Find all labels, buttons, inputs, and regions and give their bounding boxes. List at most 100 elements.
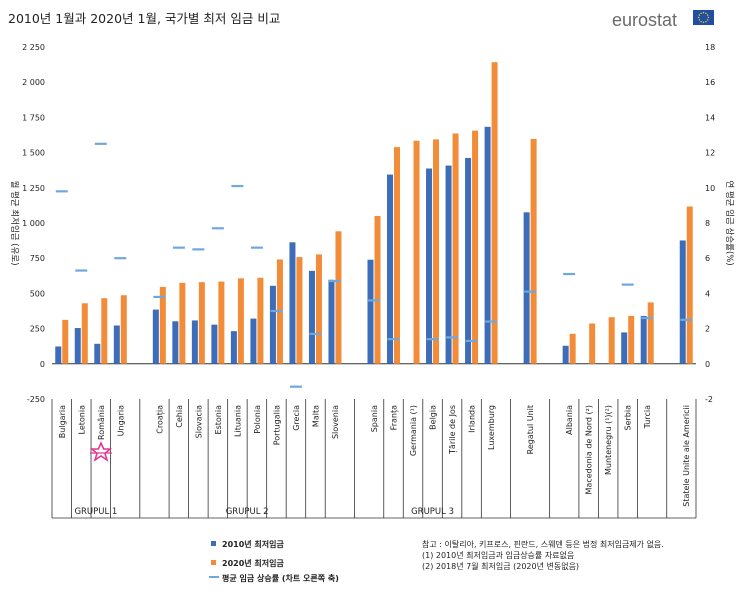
bar-2020-16 bbox=[413, 140, 420, 364]
bar-2020-5 bbox=[179, 282, 186, 364]
bar-2010-27 bbox=[679, 240, 686, 364]
x-tick-label-20: Luxemburg bbox=[487, 405, 496, 450]
legend-label-2010: 2010년 최저임금 bbox=[222, 539, 284, 549]
x-tick-label-17: Belgia bbox=[429, 405, 438, 430]
y-tick-label: 1 500 bbox=[22, 149, 45, 158]
y2-tick-label: 4 bbox=[705, 289, 710, 298]
x-tick-label-25: Serbia bbox=[624, 405, 633, 431]
x-tick-label-21: Regatul Unit bbox=[526, 405, 535, 454]
y2-tick-label: 6 bbox=[705, 254, 710, 263]
x-tick-label-24: Muntenegru (¹)(²) bbox=[604, 405, 613, 475]
note-2: (1) 2010년 최저임금과 임금상승률 자료없음 bbox=[422, 550, 574, 560]
y-tick-label: 2 000 bbox=[22, 78, 45, 87]
bar-2020-12 bbox=[315, 254, 322, 364]
bar-2020-22 bbox=[569, 333, 576, 364]
x-tick-label-27: Statele Unite ale Americii bbox=[682, 405, 691, 507]
group-label-1: GRUPUL 2 bbox=[226, 507, 269, 517]
bar-2010-6 bbox=[191, 320, 198, 364]
flag-star bbox=[706, 14, 709, 16]
x-tick-label-18: Țările de Jos bbox=[448, 405, 458, 455]
group-label-0: GRUPUL 1 bbox=[74, 507, 117, 517]
flag-star bbox=[706, 19, 709, 21]
bar-2010-5 bbox=[172, 321, 179, 364]
y-tick-label: 500 bbox=[30, 289, 45, 298]
bar-2010-2 bbox=[94, 343, 101, 364]
y-tick-label: 1 000 bbox=[22, 219, 45, 228]
bar-2010-1 bbox=[74, 328, 81, 364]
y-tick-label: 750 bbox=[30, 254, 45, 263]
bar-2020-18 bbox=[452, 133, 459, 364]
group-label-2: GRUPUL 3 bbox=[411, 507, 454, 517]
bar-2010-0 bbox=[55, 346, 62, 364]
flag-star bbox=[698, 14, 701, 16]
x-tick-label-15: Franța bbox=[390, 405, 400, 430]
bar-2020-23 bbox=[589, 323, 596, 364]
bar-2020-13 bbox=[335, 231, 342, 364]
y2-tick-label: 16 bbox=[705, 78, 715, 87]
note-1: 참고 : 이탈리아, 키프로스, 핀란드, 스웨덴 등은 법정 최저임금제가 없… bbox=[422, 539, 664, 549]
x-tick-label-0: Bulgaria bbox=[58, 405, 67, 438]
y-tick-label: 1 750 bbox=[22, 113, 45, 122]
bar-2010-14 bbox=[367, 259, 374, 364]
bar-2010-22 bbox=[562, 345, 569, 364]
y-tick-label: 1 250 bbox=[22, 184, 45, 193]
x-tick-label-4: Croația bbox=[155, 405, 165, 434]
bar-2020-4 bbox=[159, 286, 166, 364]
bar-2020-3 bbox=[120, 295, 127, 364]
legend-label-growth: 평균 임금 상승률 (차트 오른쪽 축) bbox=[222, 573, 339, 583]
eu-flag-icon bbox=[693, 10, 714, 25]
bar-2020-21 bbox=[530, 138, 537, 364]
x-tick-label-23: Macedonia de Nord (²) bbox=[585, 405, 594, 494]
bar-2010-18 bbox=[445, 165, 452, 364]
bar-2010-26 bbox=[640, 315, 647, 364]
bar-2020-27 bbox=[686, 206, 693, 364]
y2-tick-label: 8 bbox=[705, 219, 710, 228]
bar-2020-20 bbox=[491, 62, 498, 364]
y-tick-label: 2 250 bbox=[22, 43, 45, 52]
y-axis-label: 월 평균 최저임금 (유로) bbox=[9, 180, 20, 265]
legend-swatch-2020 bbox=[211, 560, 216, 565]
bar-2010-9 bbox=[250, 318, 257, 364]
flag-star bbox=[698, 16, 700, 19]
x-tick-label-6: Slovacia bbox=[194, 405, 203, 438]
bar-2020-8 bbox=[237, 278, 244, 364]
flag-star bbox=[698, 19, 701, 21]
chart-title: 2010년 1월과 2020년 1월, 국가별 최저 임금 비교 bbox=[8, 11, 280, 26]
bar-2020-9 bbox=[257, 277, 264, 364]
legend-label-2020: 2020년 최저임금 bbox=[222, 558, 284, 568]
y2-tick-label: 0 bbox=[705, 360, 710, 369]
bar-2020-0 bbox=[62, 319, 69, 364]
bar-2010-13 bbox=[328, 279, 335, 364]
bar-2020-1 bbox=[81, 303, 88, 364]
bar-2010-20 bbox=[484, 126, 491, 364]
bar-2020-19 bbox=[472, 130, 479, 364]
legend-swatch-2010 bbox=[211, 541, 216, 546]
bar-2020-26 bbox=[647, 302, 654, 364]
bar-2010-10 bbox=[269, 285, 276, 364]
legend: 2010년 최저임금 2020년 최저임금 평균 임금 상승률 (차트 오른쪽 … bbox=[209, 539, 339, 583]
y2-tick-label: 2 bbox=[705, 325, 710, 334]
bar-2010-8 bbox=[230, 331, 237, 364]
y-tick-label: 250 bbox=[30, 325, 45, 334]
bar-2010-25 bbox=[621, 332, 628, 364]
flag-star bbox=[700, 20, 702, 23]
flag-star bbox=[702, 21, 705, 23]
bar-2020-17 bbox=[433, 139, 440, 364]
notes: 참고 : 이탈리아, 키프로스, 핀란드, 스웨덴 등은 법정 최저임금제가 없… bbox=[422, 539, 664, 571]
bar-2010-19 bbox=[465, 157, 472, 364]
flag-star bbox=[707, 16, 709, 19]
y2-tick-label: -2 bbox=[705, 395, 713, 404]
bar-2020-2 bbox=[101, 298, 108, 364]
bar-2010-7 bbox=[211, 324, 218, 364]
x-tick-label-11: Grecia bbox=[292, 405, 301, 431]
bar-2010-3 bbox=[113, 325, 120, 364]
bar-2020-24 bbox=[608, 317, 615, 364]
y2-tick-label: 18 bbox=[705, 43, 715, 52]
y2-axis-label: 연 평균 임금 상승률(%) bbox=[724, 180, 735, 265]
bar-2020-14 bbox=[374, 215, 381, 364]
flag-star bbox=[700, 12, 702, 15]
bar-2010-21 bbox=[523, 212, 530, 364]
eurostat-wordmark: eurostat bbox=[612, 10, 677, 30]
bar-2020-15 bbox=[394, 147, 401, 364]
